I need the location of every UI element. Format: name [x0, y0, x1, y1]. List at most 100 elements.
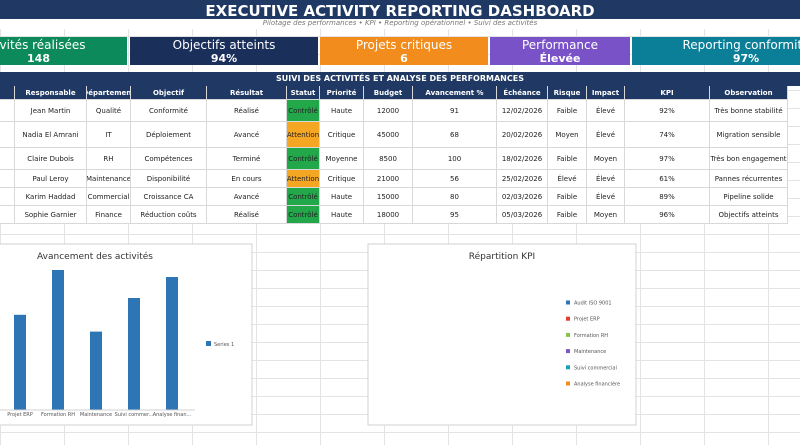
- cell: 80: [413, 188, 497, 206]
- kpi-label: Performance: [521, 38, 599, 52]
- legend-swatch: [566, 316, 570, 321]
- cell: 45000: [364, 122, 413, 148]
- cell: 97%: [625, 148, 710, 170]
- legend-swatch: [566, 381, 570, 386]
- cell: Réalisé: [207, 206, 287, 224]
- legend-label: Audit ISO 9001: [574, 301, 612, 307]
- x-tick-label: Projet ERP: [7, 412, 33, 418]
- cell: Migration sensible: [710, 122, 788, 148]
- cell: 02/03/2026: [497, 188, 548, 206]
- kpi-card: Projets critiques 6: [320, 37, 488, 65]
- status-cell: Contrôlé: [287, 188, 320, 206]
- cell: Élevé: [548, 170, 587, 188]
- status-cell: Contrôlé: [287, 206, 320, 224]
- column-header: Priorité: [320, 86, 364, 100]
- kpi-card: Objectifs atteints 94%: [130, 37, 318, 65]
- cell: Finance: [87, 206, 131, 224]
- column-header: Échéance: [497, 86, 548, 100]
- cell: [0, 206, 15, 224]
- kpi-value: 94%: [210, 52, 238, 65]
- kpi-value: 148: [27, 52, 50, 65]
- cell: Objectifs atteints: [710, 206, 788, 224]
- kpi-value: 6: [400, 52, 408, 65]
- legend-swatch: [206, 341, 211, 346]
- title: EXECUTIVE ACTIVITY REPORTING DASHBOARD: [0, 0, 800, 20]
- cell: [0, 148, 15, 170]
- cell: 12/02/2026: [497, 100, 548, 122]
- cell: Faible: [548, 148, 587, 170]
- cell: 74%: [625, 122, 710, 148]
- chart-area: [367, 243, 637, 426]
- cell: [0, 188, 15, 206]
- cell: Nadia El Amrani: [15, 122, 87, 148]
- kpi-label: Objectifs atteints: [172, 38, 276, 52]
- kpi-label: Reporting conformité: [682, 38, 800, 52]
- cell: Élevé: [587, 170, 625, 188]
- status-cell: Attention: [287, 122, 320, 148]
- cell: Maintenance: [87, 170, 131, 188]
- cell: 89%: [625, 188, 710, 206]
- bar: [14, 314, 26, 410]
- bar: [166, 277, 178, 410]
- cell: Élevé: [587, 100, 625, 122]
- legend-swatch: [566, 365, 570, 370]
- cell: Jean Martin: [15, 100, 87, 122]
- x-tick-label: Formation RH: [41, 412, 75, 418]
- cell: 95: [413, 206, 497, 224]
- cell: Faible: [548, 100, 587, 122]
- cell: 92%: [625, 100, 710, 122]
- x-tick-label: Suivi commer...: [115, 412, 154, 418]
- cell: Pipeline solide: [710, 188, 788, 206]
- cell: Commercial: [87, 188, 131, 206]
- cell: Moyen: [548, 122, 587, 148]
- kpi-card: tivités réalisées 148: [0, 37, 127, 65]
- column-header: KPI: [625, 86, 710, 100]
- legend-label: Series 1: [214, 342, 234, 348]
- chart-title: Répartition KPI: [469, 251, 535, 262]
- cell: Critique: [320, 170, 364, 188]
- column-header: Impact: [587, 86, 625, 100]
- cell: 15000: [364, 188, 413, 206]
- subtitle: Pilotage des performances • KPI • Report…: [0, 19, 800, 29]
- legend-label: Maintenance: [574, 349, 606, 355]
- cell: Déploiement: [131, 122, 207, 148]
- cell: Qualité: [87, 100, 131, 122]
- column-header: Objectif: [131, 86, 207, 100]
- cell: IT: [87, 122, 131, 148]
- cell: Karim Haddad: [15, 188, 87, 206]
- cell: Paul Leroy: [15, 170, 87, 188]
- chart-area: [0, 243, 253, 426]
- bar: [52, 270, 64, 410]
- cell: 05/03/2026: [497, 206, 548, 224]
- cell: Élevé: [587, 122, 625, 148]
- header-cell: [0, 86, 15, 100]
- kpi-label: Projets critiques: [355, 38, 453, 52]
- cell: Très bonne stabilité: [710, 100, 788, 122]
- cell: Très bon engagement: [710, 148, 788, 170]
- cell: Réduction coûts: [131, 206, 207, 224]
- column-header: Budget: [364, 86, 413, 100]
- cell: Sophie Garnier: [15, 206, 87, 224]
- cell: Haute: [320, 188, 364, 206]
- cell: 21000: [364, 170, 413, 188]
- cell: 8500: [364, 148, 413, 170]
- column-header: Avancement %: [413, 86, 497, 100]
- bar: [90, 331, 102, 410]
- column-header: Résultat: [207, 86, 287, 100]
- legend-swatch: [566, 349, 570, 354]
- cell: [0, 122, 15, 148]
- cell: RH: [87, 148, 131, 170]
- column-header: Risque: [548, 86, 587, 100]
- cell: Élevé: [587, 188, 625, 206]
- column-header: Responsable: [15, 86, 87, 100]
- cell: En cours: [207, 170, 287, 188]
- kpi-card: Performance Élevée: [490, 37, 630, 65]
- cell: [0, 170, 15, 188]
- cell: Avancé: [207, 188, 287, 206]
- column-header: Département: [87, 86, 131, 100]
- kpi-value: Élevée: [539, 52, 581, 65]
- cell: [0, 100, 15, 122]
- section-title: SUIVI DES ACTIVITÉS ET ANALYSE DES PERFO…: [0, 72, 800, 86]
- cell: 68: [413, 122, 497, 148]
- cell: Pannes récurrentes: [710, 170, 788, 188]
